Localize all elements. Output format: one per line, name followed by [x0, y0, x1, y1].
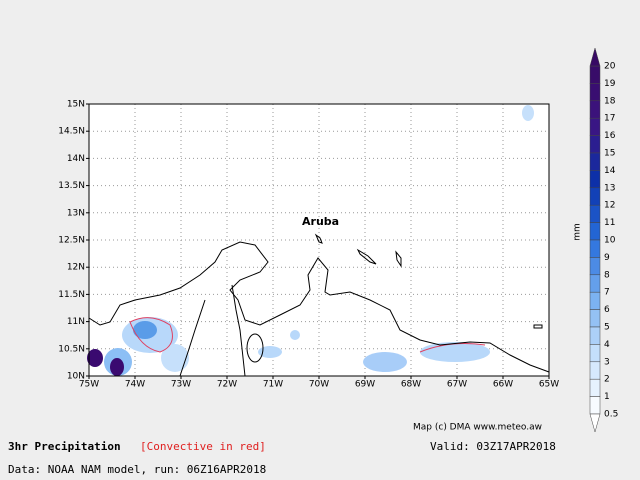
lat-label: 14N [67, 154, 85, 164]
precip-area [290, 330, 300, 340]
colorbar-label: 8 [604, 270, 610, 280]
lat-label: 15N [67, 100, 85, 110]
lat-label: 14.5N [58, 127, 85, 137]
precip-area [258, 346, 282, 358]
place-label: Aruba [302, 215, 339, 228]
credit: Map (c) DMA www.meteo.aw [413, 423, 542, 433]
colorbar-step [589, 291, 601, 310]
lon-label: 75W [79, 380, 99, 390]
lon-label: 73W [171, 380, 191, 390]
colorbar-label: 2 [604, 375, 610, 385]
colorbar-label: 16 [604, 131, 616, 141]
precipitation [87, 105, 534, 376]
lon-label: 66W [493, 380, 513, 390]
lon-label: 67W [447, 380, 467, 390]
lat-label: 12N [67, 263, 85, 273]
convective-note: [Convective in red] [140, 440, 266, 453]
colorbar-step [589, 396, 601, 415]
colorbar-step [589, 361, 601, 380]
lon-label: 65W [539, 380, 559, 390]
colorbar-step [589, 222, 601, 241]
colorbar-step [589, 309, 601, 328]
colorbar-label: 5 [604, 323, 610, 333]
lon-label: 68W [401, 380, 421, 390]
lat-label: 10N [67, 372, 85, 382]
colorbar-label: 12 [604, 201, 615, 211]
colorbar-label: 7 [604, 288, 610, 298]
lon-label: 69W [355, 380, 375, 390]
colorbar-step [589, 326, 601, 345]
colorbar-step [589, 152, 601, 171]
precip-area [110, 358, 124, 376]
precip-area [161, 344, 189, 372]
lon-label: 71W [263, 380, 283, 390]
island [314, 233, 323, 244]
precip-area [363, 352, 407, 372]
colorbar-step [589, 117, 601, 136]
title: 3hr Precipitation [8, 440, 121, 453]
colorbar-step [589, 239, 601, 258]
precip-area [522, 105, 534, 121]
convective-contour [129, 317, 173, 353]
lat-label: 10.5N [58, 344, 85, 354]
lon-label: 70W [309, 380, 329, 390]
colorbar-label: 15 [604, 149, 615, 159]
colorbar-label: 10 [604, 236, 616, 246]
lat-label: 13.5N [58, 181, 85, 191]
colorbar-cap [589, 47, 601, 67]
colorbar-label: 20 [604, 62, 616, 72]
colorbar-step [589, 257, 601, 276]
colorbar-step [589, 65, 601, 84]
lon-label: 72W [217, 380, 237, 390]
colorbar-label: 14 [604, 166, 616, 176]
colorbar-label: 4 [604, 340, 610, 350]
colorbar-step [589, 187, 601, 206]
island [356, 248, 377, 265]
colorbar-label: 13 [604, 183, 615, 193]
colorbar-step [589, 100, 601, 119]
lat-label: 12.5N [58, 236, 85, 246]
colorbar: 20 19 18 17 16 15 14 13 12 11 10 9 8 7 6 5 4 3 2 1 0.5 [589, 47, 618, 433]
precip-area [133, 321, 157, 339]
colorbar-step [589, 378, 601, 397]
colorbar-label: 9 [604, 253, 610, 263]
lake [246, 333, 264, 363]
precip-area [87, 349, 103, 367]
colorbar-step [589, 83, 601, 102]
valid-time: Valid: 03Z17APR2018 [430, 440, 556, 453]
colorbar-label: 3 [604, 357, 610, 367]
colorbar-label: 6 [604, 305, 610, 315]
island [395, 250, 402, 268]
colorbar-unit: mm [573, 223, 583, 241]
colorbar-label: 19 [604, 79, 616, 89]
colorbar-step [589, 344, 601, 363]
colorbar-step [589, 135, 601, 154]
colorbar-step [589, 204, 601, 223]
lat-label: 11N [67, 317, 85, 327]
island [533, 324, 543, 329]
colorbar-label: 0.5 [604, 410, 618, 420]
data-source: Data: NOAA NAM model, run: 06Z16APR2018 [8, 463, 266, 476]
colorbar-label: 17 [604, 114, 615, 124]
colorbar-label: 1 [604, 392, 610, 402]
precip-area [420, 342, 490, 362]
colorbar-cap [589, 413, 601, 433]
border [179, 299, 206, 377]
lat-label: 11.5N [58, 290, 85, 300]
coast [88, 241, 550, 373]
lon-label: 74W [125, 380, 145, 390]
colorbar-label: 18 [604, 96, 616, 106]
coastline [88, 233, 550, 377]
border [231, 284, 246, 377]
colorbar-label: 11 [604, 218, 615, 228]
lat-label: 13N [67, 208, 85, 218]
colorbar-step [589, 274, 601, 293]
colorbar-step [589, 170, 601, 189]
